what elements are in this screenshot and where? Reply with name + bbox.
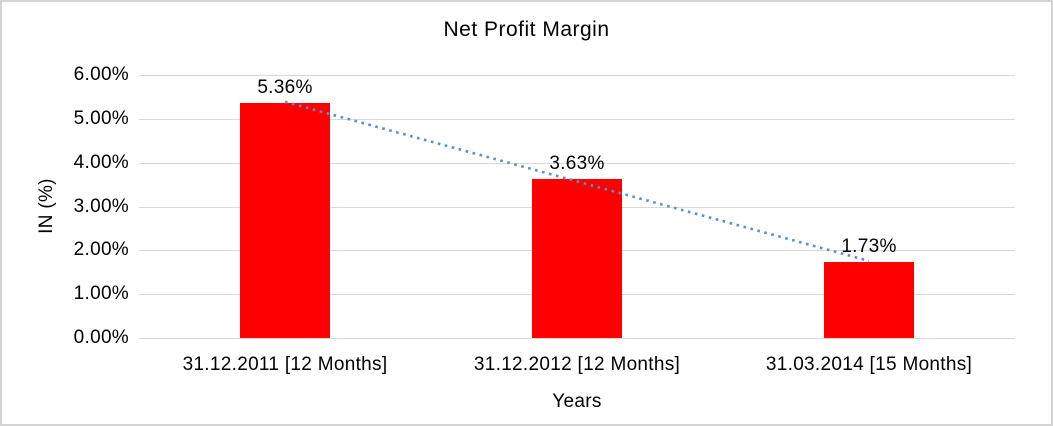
bar — [824, 262, 914, 338]
x-tick-label: 31.03.2014 [15 Months] — [765, 354, 973, 375]
x-axis-title: Years — [552, 391, 602, 412]
x-tick-label: 31.12.2012 [12 Months] — [473, 354, 681, 375]
bar — [240, 103, 330, 338]
y-tick-label: 4.00% — [73, 151, 129, 173]
data-label: 5.36% — [257, 77, 313, 99]
y-tick-label: 5.00% — [73, 107, 129, 129]
gridline — [139, 338, 1015, 339]
y-tick-label: 6.00% — [73, 64, 129, 85]
x-tick-label: 31.12.2011 [12 Months] — [182, 354, 388, 375]
chart-title: Net Profit Margin — [443, 18, 610, 41]
y-tick-label: 1.00% — [73, 283, 129, 305]
gridline — [139, 75, 1015, 76]
y-tick-label: 3.00% — [73, 195, 129, 217]
bar — [532, 178, 622, 338]
data-label: 1.73% — [841, 236, 897, 258]
y-tick-label: 0.00% — [73, 327, 129, 348]
data-label: 3.63% — [549, 152, 605, 174]
y-tick-label: 2.00% — [73, 239, 129, 261]
